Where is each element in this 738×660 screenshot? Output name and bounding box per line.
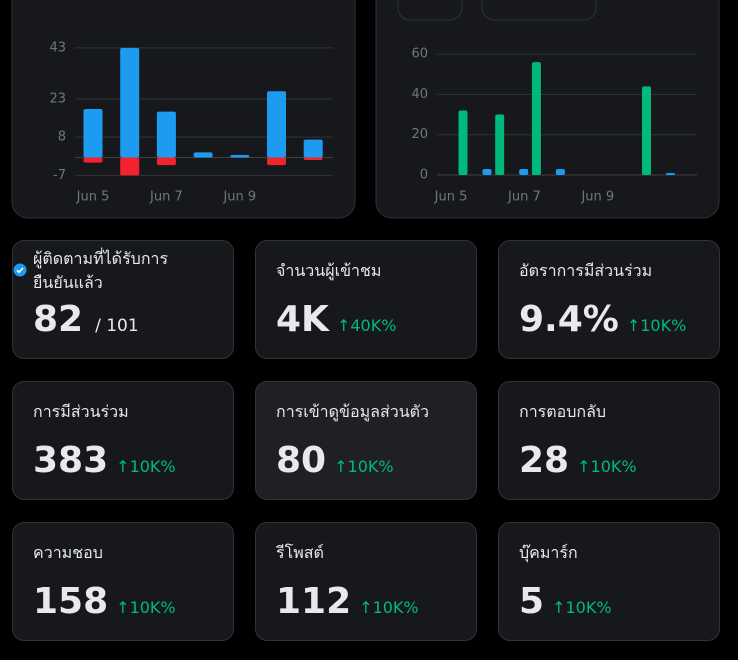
stat-delta: ↑40K%: [336, 316, 397, 335]
bar: [666, 172, 675, 175]
stat-value: 9.4%: [519, 299, 619, 340]
x-tick-label: Jun 5: [434, 190, 468, 205]
bar: [120, 157, 140, 176]
y-tick-label: 40: [411, 87, 428, 102]
stat-value: 80: [276, 440, 327, 481]
stat-delta: ↑10K%: [626, 316, 687, 335]
stat-card: การตอบกลับ 28 ↑10K%: [498, 381, 720, 500]
x-tick-label: Jun 5: [76, 190, 110, 205]
stat-value: 383: [33, 440, 109, 481]
stat-row: 28 ↑10K%: [519, 440, 637, 481]
stat-delta: ↑10K%: [577, 457, 637, 476]
bar: [519, 168, 529, 175]
stat-card: บุ๊คมาร์ก 5 ↑10K%: [498, 522, 720, 641]
stat-value: 82: [33, 299, 84, 340]
stat-label: การตอบกลับ: [519, 402, 607, 421]
y-tick-label: 0: [420, 168, 428, 183]
bar: [267, 91, 286, 158]
x-tick-label: Jun 7: [507, 190, 541, 205]
stat-value: 112: [276, 581, 352, 622]
bar: [193, 152, 213, 158]
bar: [303, 157, 323, 161]
stat-card: การมีส่วนร่วม 383 ↑10K%: [12, 381, 234, 500]
y-tick-label: 20: [411, 127, 428, 142]
stat-card: อัตราการมีส่วนร่วม 9.4% ↑10K%: [498, 240, 720, 359]
x-tick-label: Jun 9: [580, 190, 614, 205]
stat-card: จำนวนผู้เข้าชม 4K ↑40K%: [255, 240, 477, 359]
stat-label: ผู้ติดตามที่ได้รับการยืนยันแล้ว: [33, 249, 169, 292]
stat-label: ความชอบ: [33, 543, 103, 562]
bar: [156, 157, 176, 166]
stat-value: 5: [519, 581, 545, 622]
stat-total: / 101: [95, 316, 139, 336]
stat-row: 158 ↑10K%: [33, 581, 176, 622]
x-tick-label: Jun 7: [149, 190, 183, 205]
bar: [482, 168, 492, 175]
stat-label: รีโพสต์: [276, 543, 324, 562]
verified-badge: [13, 263, 27, 277]
x-tick-label: Jun 9: [222, 190, 256, 205]
stat-row: 82 / 101: [33, 299, 139, 340]
charts: 43 23 8 -7 Jun 5 Jun 7 Jun 9 0 20 40 60 Jun 5 Jun 7 J…: [11, 0, 720, 219]
filter-button[interactable]: [397, 0, 463, 21]
stat-row: 112 ↑10K%: [276, 581, 419, 622]
bar: [458, 110, 468, 175]
bar: [83, 109, 103, 158]
stat-delta: ↑10K%: [359, 598, 419, 617]
stat-label: บุ๊คมาร์ก: [519, 543, 578, 562]
y-tick-label: 8: [58, 130, 66, 145]
stat-delta: ↑10K%: [116, 457, 176, 476]
bar: [230, 154, 250, 158]
bar: [156, 111, 176, 158]
y-tick-label: -7: [53, 168, 66, 183]
stat-label: การมีส่วนร่วม: [33, 402, 129, 421]
stat-value: 158: [33, 581, 109, 622]
chart-card: [375, 0, 720, 219]
bar: [642, 86, 651, 175]
stat-row: 5 ↑10K%: [519, 581, 612, 622]
stat-card: ผู้ติดตามที่ได้รับการยืนยันแล้ว 82 / 101: [12, 240, 234, 359]
bar: [495, 114, 505, 175]
filter-button[interactable]: [481, 0, 597, 21]
bar: [303, 139, 323, 158]
stat-delta: ↑10K%: [116, 598, 176, 617]
y-tick-label: 60: [411, 47, 428, 62]
chart-card: [11, 0, 356, 219]
stat-delta: ↑10K%: [334, 457, 394, 476]
stat-value: 28: [519, 440, 570, 481]
stat-label: จำนวนผู้เข้าชม: [276, 261, 382, 280]
y-tick-label: 43: [49, 40, 66, 55]
y-tick-label: 23: [49, 91, 66, 106]
stat-row: 383 ↑10K%: [33, 440, 176, 481]
stat-row: 4K ↑40K%: [276, 299, 396, 340]
bar: [555, 168, 565, 175]
stat-delta: ↑10K%: [552, 598, 612, 617]
stat-label: การเข้าดูข้อมูลส่วนตัว: [276, 402, 430, 421]
stat-value: 4K: [276, 299, 329, 340]
stat-card: รีโพสต์ 112 ↑10K%: [255, 522, 477, 641]
bar: [267, 157, 286, 166]
stat-card: ความชอบ 158 ↑10K%: [12, 522, 234, 641]
bar: [120, 47, 140, 158]
stat-label: อัตราการมีส่วนร่วม: [519, 261, 653, 280]
stat-card: การเข้าดูข้อมูลส่วนตัว 80 ↑10K%: [255, 381, 477, 500]
bar: [83, 157, 103, 163]
stat-row: 9.4% ↑10K%: [519, 299, 686, 340]
stat-row: 80 ↑10K%: [276, 440, 394, 481]
bar: [531, 62, 541, 176]
